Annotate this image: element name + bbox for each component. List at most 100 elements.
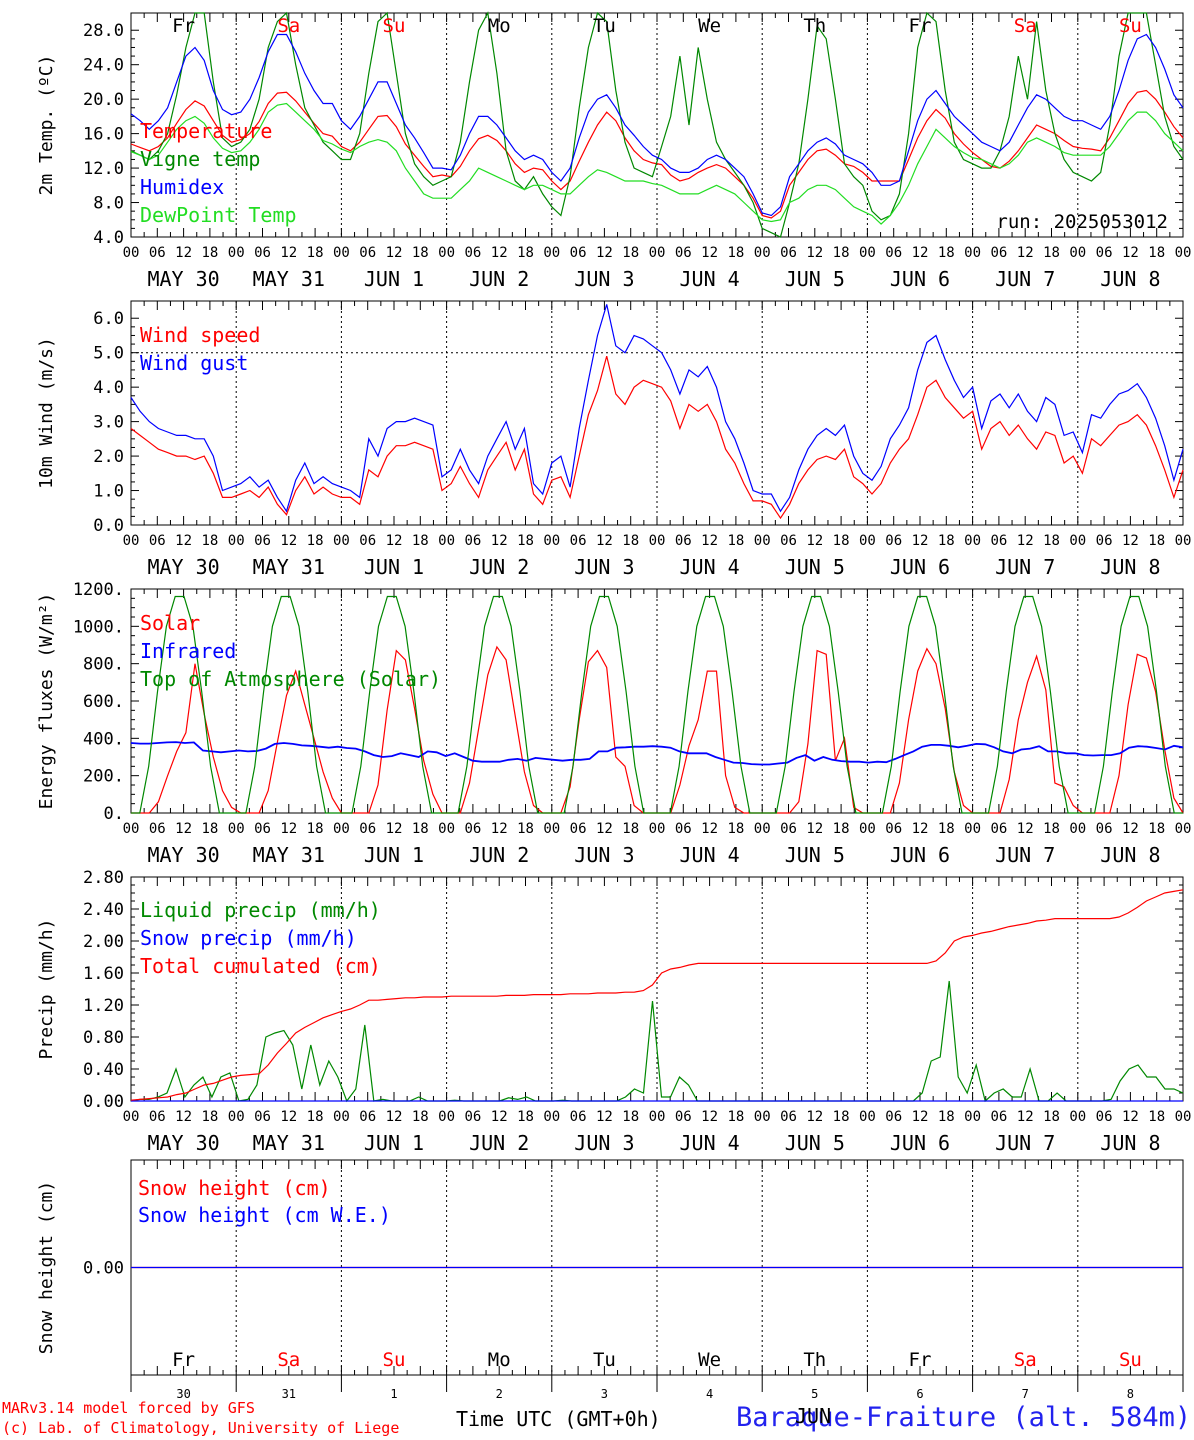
hour-tick-label: 00 xyxy=(438,533,455,549)
series-wind-speed xyxy=(130,355,1184,520)
hour-tick-label: 06 xyxy=(990,1109,1007,1125)
hour-tick-label: 12 xyxy=(806,533,823,549)
hour-tick-label: 18 xyxy=(307,245,324,261)
model-credit: MARv3.14 model forced by GFS xyxy=(2,1399,255,1417)
hour-tick-label: 00 xyxy=(859,245,876,261)
hour-tick-label: 00 xyxy=(859,533,876,549)
hour-tick-label: 00 xyxy=(333,245,350,261)
hour-tick-label: 12 xyxy=(912,821,929,837)
hour-tick-label: 00 xyxy=(754,533,771,549)
hour-tick-label: 06 xyxy=(254,533,271,549)
hour-tick-label: 06 xyxy=(780,533,797,549)
hour-tick-label: 18 xyxy=(412,533,429,549)
run-annotation: run: 2025053012 xyxy=(996,211,1168,233)
hour-tick-label: 18 xyxy=(517,821,534,837)
hour-tick-label: 06 xyxy=(570,821,587,837)
y-tick-label: 1.20 xyxy=(83,996,124,1016)
y-tick-label: 1.60 xyxy=(83,964,124,984)
panel-5: 0.00 Snow height (cm) Snow height (cm) Snow… xyxy=(36,1159,1184,1401)
hour-tick-label: 12 xyxy=(701,821,718,837)
date-label: MAY 31 xyxy=(253,1131,325,1155)
date-label: JUN 3 xyxy=(574,555,634,579)
month-overlay: JUN xyxy=(795,1404,832,1428)
hour-tick-label: 12 xyxy=(1122,533,1139,549)
legend-entry: Top of Atmosphere (Solar) xyxy=(140,667,441,691)
hour-tick-label: 12 xyxy=(1017,821,1034,837)
hour-tick-label: 18 xyxy=(727,1109,744,1125)
series-top-of-atmosphere-solar xyxy=(131,595,1183,814)
legend-entry: Vigne temp xyxy=(140,147,260,171)
date-label: JUN 7 xyxy=(995,1131,1055,1155)
hour-tick-label: 06 xyxy=(254,245,271,261)
hour-tick-label: 12 xyxy=(806,821,823,837)
hour-tick-label: 12 xyxy=(280,821,297,837)
hour-tick-label: 00 xyxy=(964,821,981,837)
y-tick-label: 1200. xyxy=(73,580,124,600)
day-of-week-label: Tu xyxy=(593,15,616,37)
hour-tick-label: 12 xyxy=(1017,533,1034,549)
legend-entry: Humidex xyxy=(140,175,224,199)
hour-tick-label: 00 xyxy=(859,1109,876,1125)
hour-tick-label: 12 xyxy=(806,245,823,261)
hour-tick-label: 18 xyxy=(1148,533,1165,549)
hour-tick-label: 00 xyxy=(228,821,245,837)
hour-tick-label: 18 xyxy=(938,821,955,837)
legend-entry: Infrared xyxy=(140,639,236,663)
hour-tick-label: 00 xyxy=(1069,533,1086,549)
date-label: JUN 4 xyxy=(679,843,739,867)
legend-entry: Solar xyxy=(140,611,200,635)
hour-tick-label: 18 xyxy=(307,821,324,837)
y-axis-label: Snow height (cm) xyxy=(36,1181,57,1354)
legend-entry: DewPoint Temp xyxy=(140,203,297,227)
hour-tick-label: 06 xyxy=(570,533,587,549)
y-tick-label: 20.0 xyxy=(83,90,124,110)
day-of-week-label: Mo xyxy=(488,1349,511,1371)
date-label: JUN 8 xyxy=(1100,555,1160,579)
hour-tick-label: 00 xyxy=(859,821,876,837)
hour-tick-label: 00 xyxy=(333,533,350,549)
hour-tick-label: 18 xyxy=(938,533,955,549)
hour-tick-label: 06 xyxy=(359,1109,376,1125)
hour-tick-label: 18 xyxy=(622,1109,639,1125)
hour-tick-label: 06 xyxy=(1096,1109,1113,1125)
hour-tick-label: 06 xyxy=(885,821,902,837)
date-label: JUN 7 xyxy=(995,555,1055,579)
hour-tick-label: 06 xyxy=(570,1109,587,1125)
hour-tick-label: 18 xyxy=(833,533,850,549)
hour-tick-label: 00 xyxy=(333,1109,350,1125)
hour-tick-label: 18 xyxy=(938,1109,955,1125)
hour-tick-label: 18 xyxy=(1148,1109,1165,1125)
hour-tick-label: 00 xyxy=(649,533,666,549)
hour-tick-label: 06 xyxy=(1096,821,1113,837)
date-label: JUN 4 xyxy=(679,555,739,579)
date-label: JUN 5 xyxy=(785,1131,845,1155)
hour-tick-label: 12 xyxy=(1122,821,1139,837)
hour-tick-label: 06 xyxy=(780,1109,797,1125)
series-infrared xyxy=(130,741,1184,766)
day-of-week-label: Su xyxy=(1119,1349,1142,1371)
date-label: JUN 1 xyxy=(364,1131,424,1155)
series-humidex xyxy=(130,33,1184,217)
date-label: JUN 6 xyxy=(890,843,950,867)
legend-entry: Snow height (cm) xyxy=(138,1176,331,1200)
hour-tick-label: 18 xyxy=(201,1109,218,1125)
hour-tick-label: 12 xyxy=(175,1109,192,1125)
hour-tick-label: 18 xyxy=(727,245,744,261)
hour-tick-label: 06 xyxy=(675,821,692,837)
hour-tick-label: 18 xyxy=(938,245,955,261)
day-of-week-label: Th xyxy=(803,15,826,37)
hour-tick-label: 12 xyxy=(491,245,508,261)
y-tick-label: 4.0 xyxy=(93,228,124,248)
hour-tick-label: 18 xyxy=(1043,533,1060,549)
y-tick-label: 0. xyxy=(104,804,124,824)
time-axis-label: Time UTC (GMT+0h) xyxy=(456,1407,661,1431)
hour-tick-label: 18 xyxy=(412,245,429,261)
day-of-week-label: Th xyxy=(803,1349,826,1371)
legend-entry: Temperature xyxy=(140,119,272,143)
hour-tick-label: 06 xyxy=(464,1109,481,1125)
hour-tick-label: 18 xyxy=(201,821,218,837)
hour-tick-label: 06 xyxy=(990,821,1007,837)
hour-tick-label: 12 xyxy=(280,1109,297,1125)
hour-tick-label: 06 xyxy=(254,821,271,837)
